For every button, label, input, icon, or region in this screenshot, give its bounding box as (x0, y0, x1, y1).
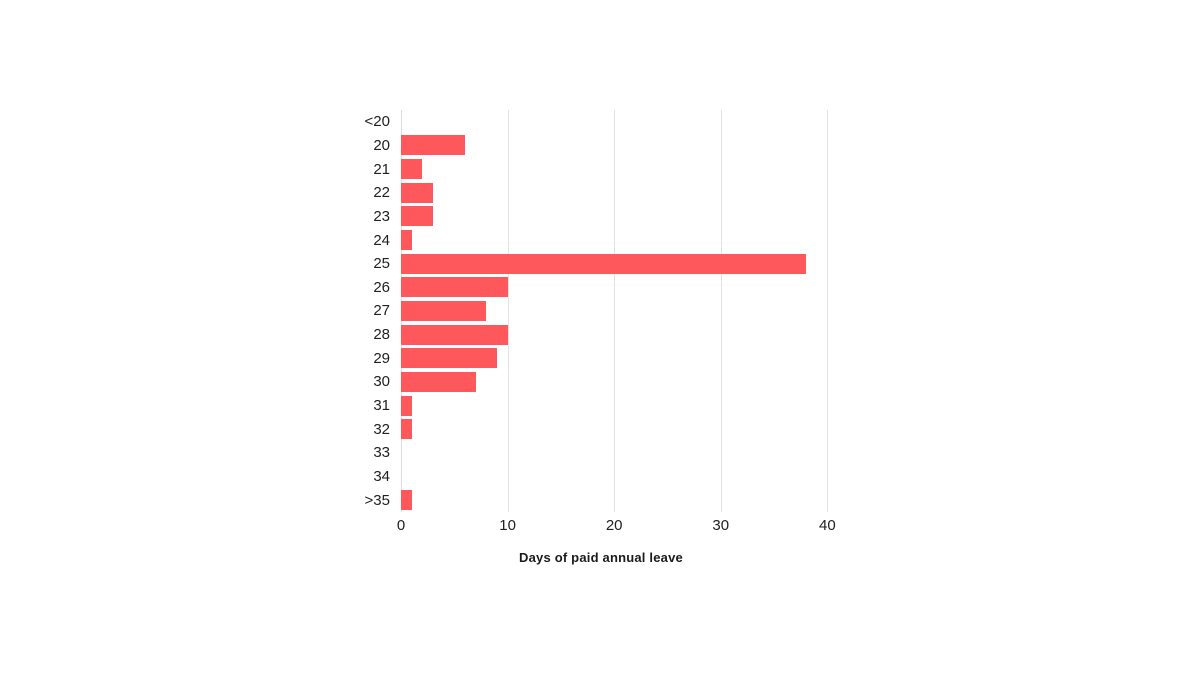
x-tick-label: 30 (712, 517, 730, 534)
category-label: 22 (373, 184, 390, 202)
bar (401, 348, 497, 369)
category-label: 24 (373, 231, 390, 249)
gridline-x-20 (614, 110, 616, 512)
gridline-x-10 (507, 110, 509, 512)
x-tick-label: 10 (499, 517, 516, 534)
x-axis-title: Days of paid annual leave (519, 550, 683, 565)
category-label: 32 (373, 420, 390, 438)
bar (401, 182, 433, 203)
category-label: 28 (373, 326, 390, 344)
category-label: 23 (373, 207, 390, 225)
category-label: 26 (373, 278, 390, 296)
category-label: 27 (373, 302, 390, 320)
x-tick-label: 0 (396, 517, 406, 534)
bar (401, 371, 476, 392)
bar (401, 159, 423, 180)
bar (401, 230, 412, 251)
bar (401, 135, 465, 156)
gridline-x-40 (827, 110, 829, 512)
category-label: 25 (373, 255, 390, 273)
bar (401, 206, 433, 227)
bar (401, 324, 508, 345)
category-label: 20 (373, 136, 390, 154)
category-label: 21 (373, 160, 390, 178)
category-label: 31 (373, 397, 390, 415)
bar (401, 277, 508, 298)
category-label: 30 (373, 373, 390, 391)
x-tick-label: 20 (605, 517, 623, 534)
x-tick-label: 40 (819, 517, 836, 534)
category-label: 34 (373, 468, 390, 486)
bar (401, 395, 412, 416)
bar (401, 419, 412, 440)
plot-area (401, 110, 870, 512)
category-label: 33 (373, 444, 390, 462)
bar (401, 253, 807, 274)
bar (401, 301, 487, 321)
category-label: 29 (373, 349, 390, 367)
category-label: <20 (364, 113, 390, 131)
category-label: >35 (364, 491, 390, 509)
bar (401, 490, 412, 511)
gridline-x-30 (720, 110, 722, 512)
